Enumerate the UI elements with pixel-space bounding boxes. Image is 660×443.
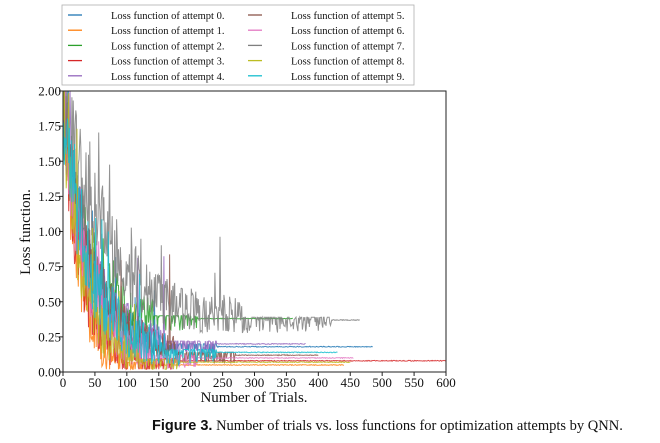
x-tick-label: 350 xyxy=(277,375,297,390)
loss-chart: Loss function of attempt 0. Loss function… xyxy=(18,4,456,406)
legend-label: Loss function of attempt 9. xyxy=(291,72,404,83)
figure-caption: Figure 3. Number of trials vs. loss func… xyxy=(152,418,658,435)
legend-label: Loss function of attempt 2. xyxy=(111,41,224,52)
y-axis: 0.00 0.25 0.50 0.75 1.00 1.25 1.50 1.75 2.00 xyxy=(38,84,63,380)
legend-label: Loss function of attempt 6. xyxy=(291,26,404,37)
y-tick-label: 0.00 xyxy=(38,365,61,380)
x-axis: 0 50 100 150 200 250 300 350 400 450 500 550 600 xyxy=(60,372,456,390)
y-axis-label: Loss function. xyxy=(18,189,34,275)
y-tick-label: 1.50 xyxy=(38,154,61,169)
x-tick-label: 0 xyxy=(60,375,67,390)
x-tick-label: 300 xyxy=(245,375,265,390)
y-tick-label: 0.75 xyxy=(38,259,61,274)
legend-label: Loss function of attempt 1. xyxy=(111,26,224,37)
legend-label: Loss function of attempt 0. xyxy=(111,11,224,22)
legend-label: Loss function of attempt 8. xyxy=(291,57,404,68)
series-line-attempt-3 xyxy=(63,91,446,371)
legend-label: Loss function of attempt 7. xyxy=(291,41,404,52)
y-tick-label: 1.00 xyxy=(38,224,61,239)
legend-box xyxy=(61,4,415,86)
series-layer xyxy=(63,91,446,371)
figure-label: Figure 3. xyxy=(152,418,213,434)
x-tick-label: 450 xyxy=(341,375,361,390)
y-tick-label: 0.50 xyxy=(38,294,61,309)
x-tick-label: 550 xyxy=(404,375,424,390)
x-tick-label: 250 xyxy=(213,375,233,390)
y-tick-label: 0.25 xyxy=(38,329,61,344)
series-line-attempt-9 xyxy=(63,118,338,367)
y-tick-label: 2.00 xyxy=(38,84,61,99)
x-axis-label: Number of Trials. xyxy=(200,390,307,406)
x-tick-label: 500 xyxy=(372,375,392,390)
legend-label: Loss function of attempt 4. xyxy=(111,72,224,83)
legend-label: Loss function of attempt 5. xyxy=(291,11,404,22)
x-tick-label: 400 xyxy=(309,375,329,390)
chart-legend: Loss function of attempt 0. Loss function… xyxy=(61,4,415,86)
series-line-attempt-8 xyxy=(63,91,351,370)
x-tick-label: 200 xyxy=(181,375,201,390)
y-tick-label: 1.25 xyxy=(38,189,61,204)
x-tick-label: 150 xyxy=(149,375,169,390)
x-tick-label: 600 xyxy=(436,375,456,390)
caption-text: Number of trials vs. loss functions for … xyxy=(212,418,623,434)
x-tick-label: 100 xyxy=(117,375,137,390)
x-tick-label: 50 xyxy=(88,375,101,390)
legend-label: Loss function of attempt 3. xyxy=(111,57,224,68)
series-line-attempt-7 xyxy=(63,91,360,334)
y-tick-label: 1.75 xyxy=(38,119,61,134)
